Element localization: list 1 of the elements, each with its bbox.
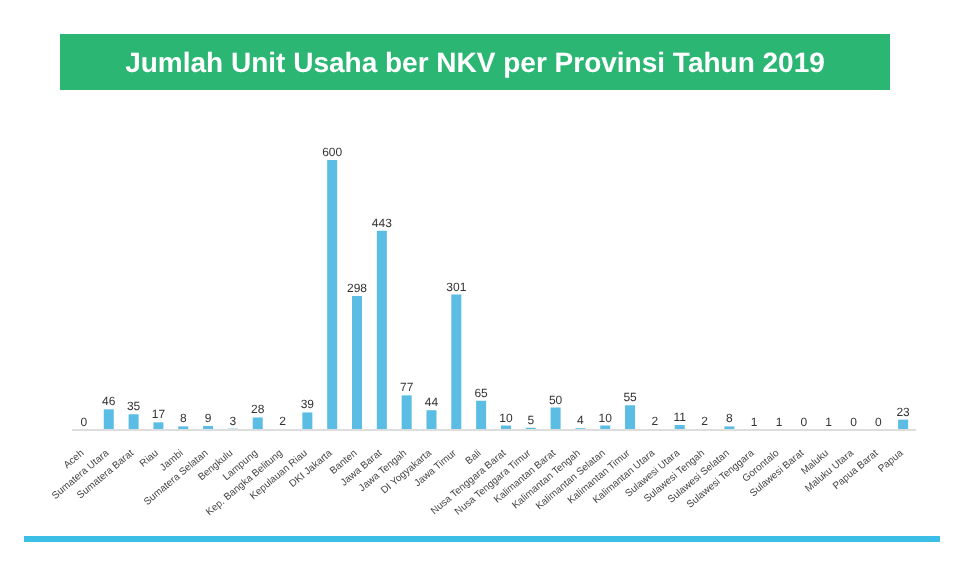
chart-title: Jumlah Unit Usaha ber NKV per Provinsi Tahun 2019: [60, 34, 890, 90]
